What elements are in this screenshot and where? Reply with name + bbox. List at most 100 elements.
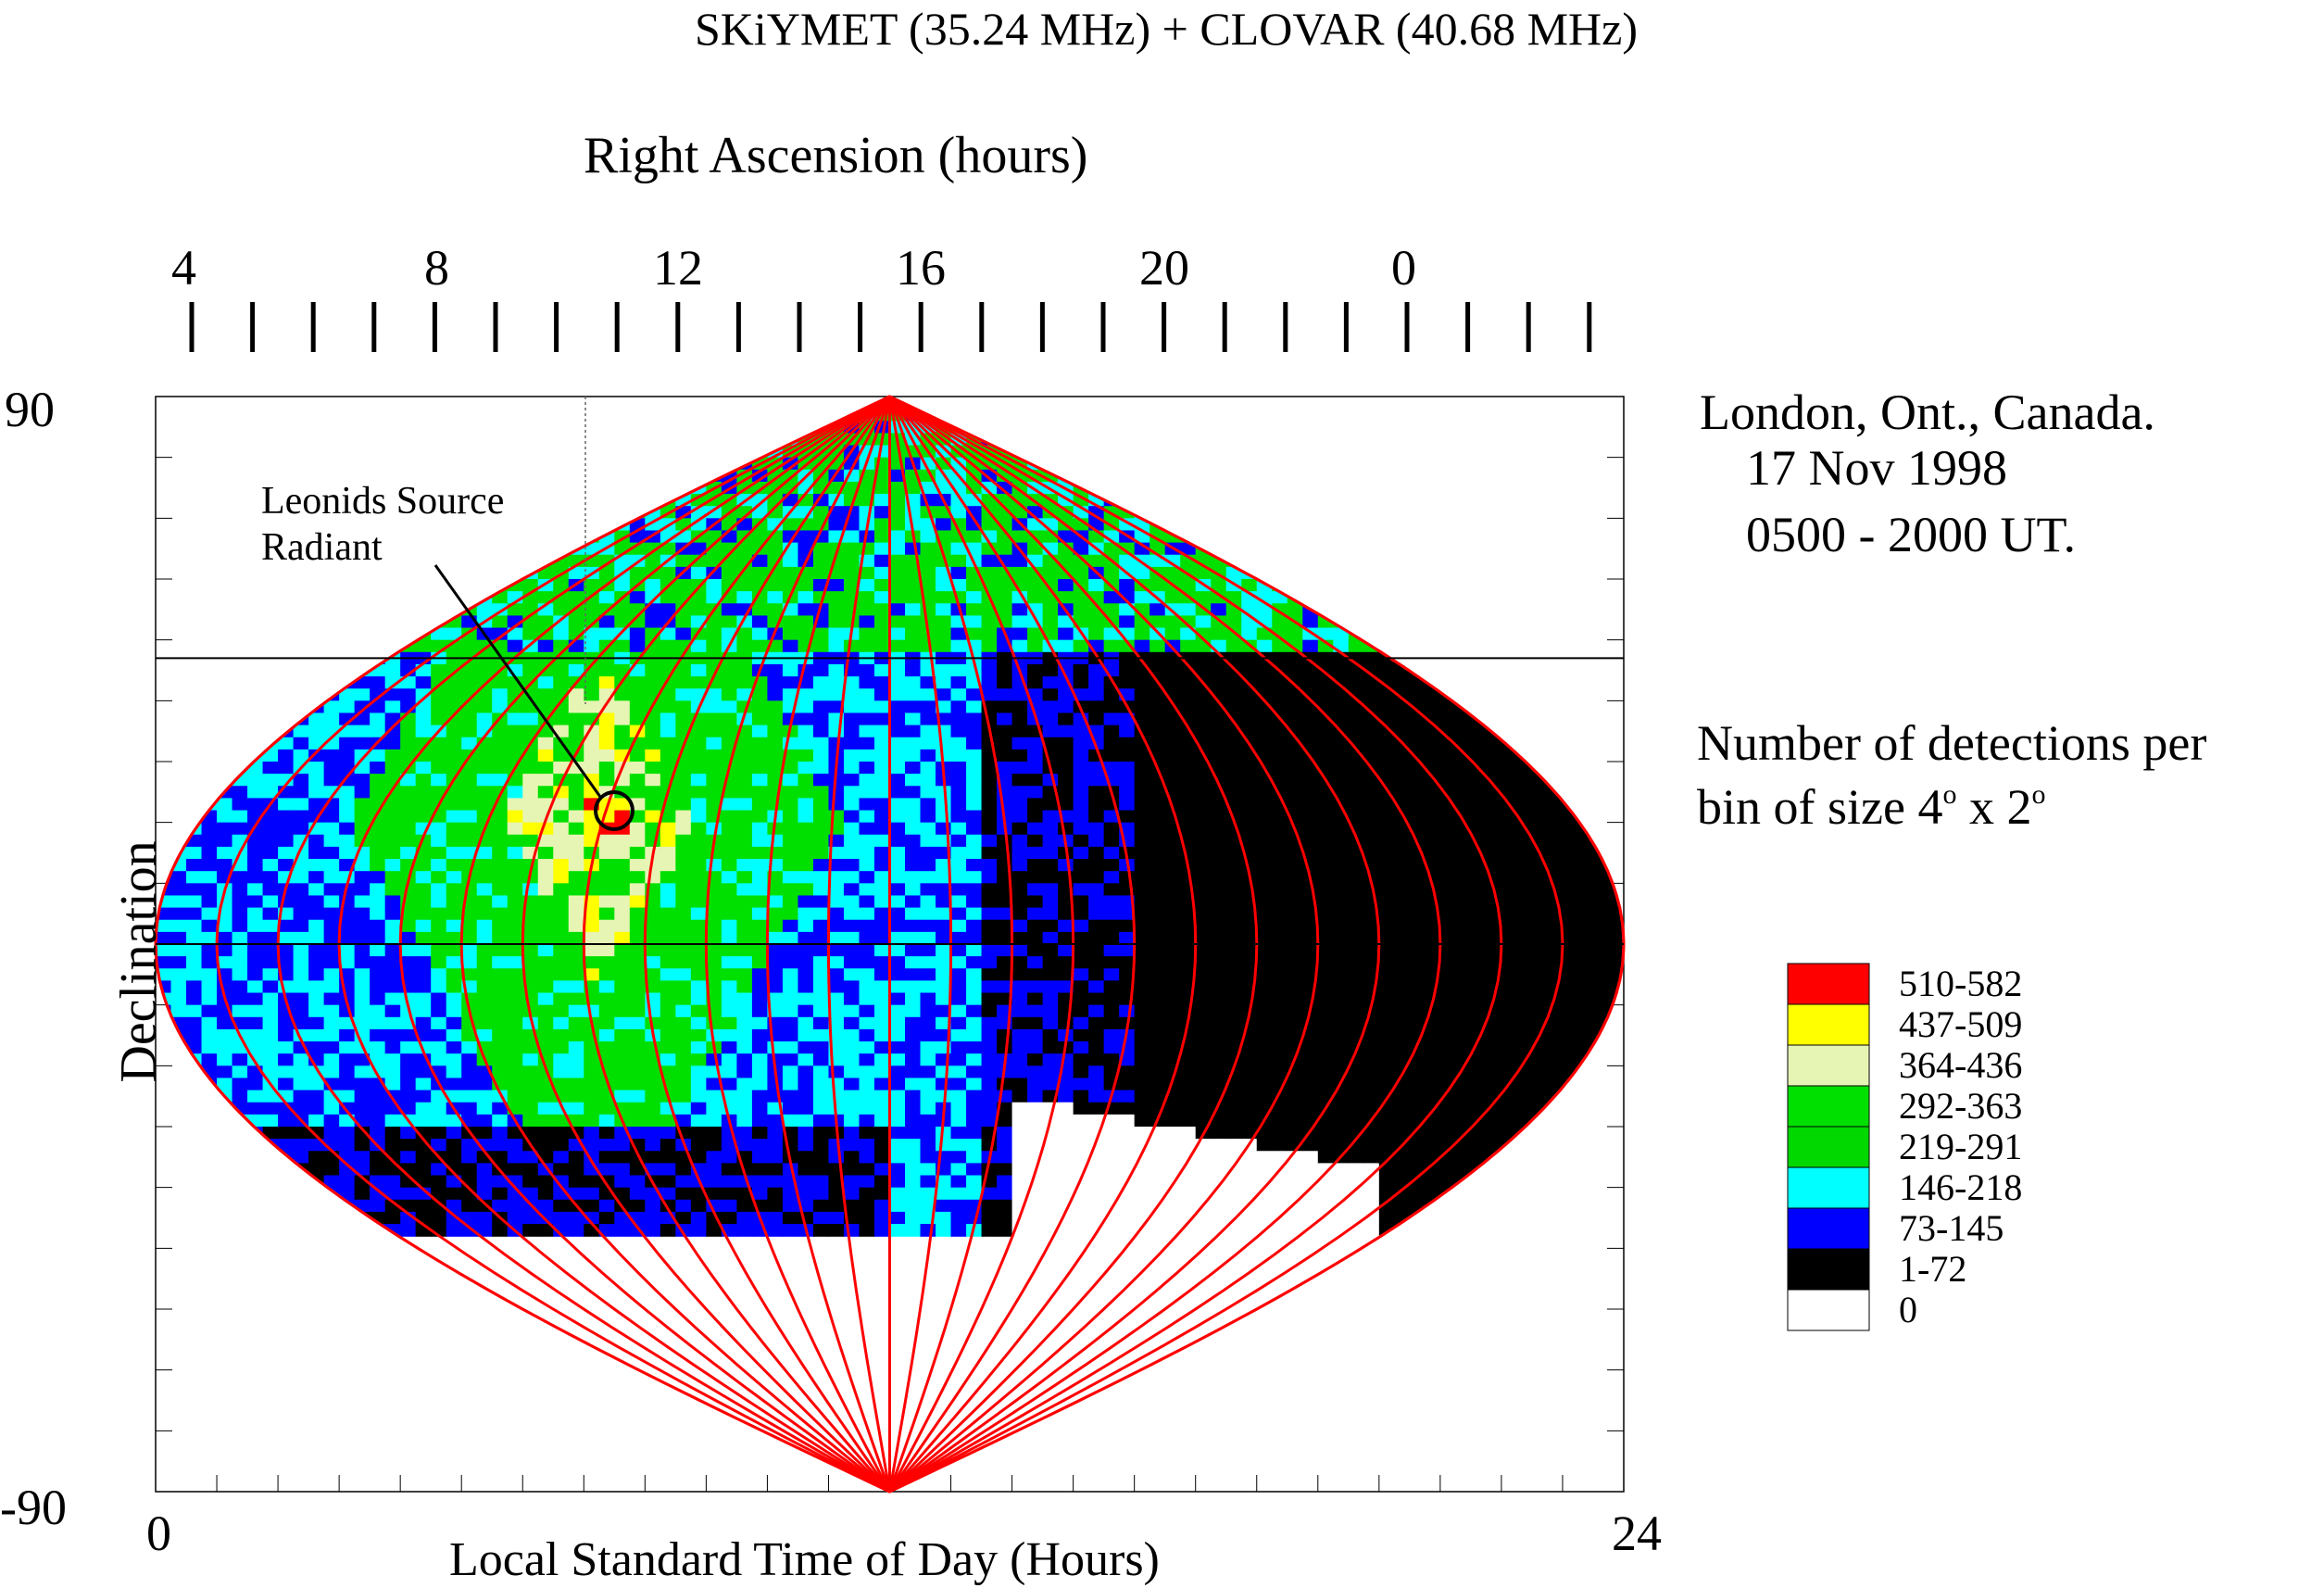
heatmap-cell (981, 1187, 998, 1201)
heatmap-cell (981, 883, 998, 897)
heatmap-cell (584, 956, 600, 969)
heatmap-cell (461, 409, 478, 422)
heatmap-cell (997, 603, 1013, 616)
heatmap-cell (1011, 530, 1028, 544)
heatmap-cell (1180, 676, 1197, 689)
heatmap-cell (660, 931, 676, 945)
heatmap-cell (507, 846, 523, 860)
heatmap-cell (798, 1004, 814, 1018)
heatmap-cell (936, 1211, 952, 1225)
heatmap-cell (645, 663, 661, 677)
heatmap-cell (690, 457, 707, 471)
heatmap-cell (690, 834, 707, 848)
heatmap-cell (767, 1004, 784, 1018)
heatmap-cell (859, 566, 875, 580)
heatmap-cell (1042, 615, 1059, 629)
heatmap-cell (629, 1175, 646, 1189)
heatmap-cell (1180, 627, 1197, 641)
heatmap-cell (1073, 1078, 1089, 1091)
heatmap-cell (568, 469, 584, 483)
heatmap-cell (981, 1224, 998, 1237)
heatmap-cell (690, 603, 707, 616)
heatmap-cell (476, 980, 493, 994)
heatmap-cell (1164, 1041, 1181, 1054)
heatmap-cell (323, 931, 340, 945)
heatmap-cell (308, 956, 325, 969)
heatmap-cell (1103, 591, 1120, 604)
heatmap-cell (522, 774, 539, 787)
heatmap-cell (905, 615, 922, 629)
heatmap-cell (1073, 1053, 1089, 1066)
heatmap-cell (170, 1127, 187, 1140)
heatmap-cell (1164, 518, 1181, 532)
heatmap-cell (1149, 725, 1166, 738)
heatmap-cell (1195, 992, 1212, 1006)
heatmap-cell (400, 883, 417, 897)
heatmap-cell (156, 397, 172, 410)
heatmap-cell (1195, 700, 1212, 714)
heatmap-cell (660, 1187, 676, 1201)
heatmap-cell (629, 822, 646, 836)
heatmap-cell (278, 579, 295, 592)
heatmap-cell (339, 1139, 356, 1152)
heatmap-cell (873, 907, 891, 921)
heatmap-cell (1119, 774, 1136, 787)
heatmap-cell (278, 749, 295, 762)
heatmap-cell (1211, 627, 1227, 641)
heatmap-cell (920, 1114, 936, 1128)
heatmap-cell (1195, 859, 1212, 872)
heatmap-cell (950, 712, 967, 726)
heatmap-cell (217, 445, 233, 459)
heatmap-cell (568, 712, 584, 726)
heatmap-cell (584, 822, 600, 836)
heatmap-cell (370, 397, 386, 410)
heatmap-cell (859, 615, 875, 629)
heatmap-cell (1195, 956, 1212, 969)
heatmap-cell (751, 749, 769, 762)
heatmap-cell (767, 1139, 784, 1152)
heatmap-cell (966, 1090, 983, 1103)
heatmap-cell (889, 481, 906, 495)
heatmap-cell (614, 1151, 631, 1164)
heatmap-cell (400, 603, 417, 616)
heatmap-cell (828, 968, 845, 981)
heatmap-cell (614, 859, 631, 872)
heatmap-cell (751, 944, 769, 957)
heatmap-cell (446, 1114, 462, 1128)
heatmap-cell (1027, 542, 1044, 556)
heatmap-cell (476, 725, 493, 738)
heatmap-cell (568, 409, 584, 422)
heatmap-cell (507, 1004, 523, 1018)
heatmap-cell (1119, 762, 1136, 775)
heatmap-cell (736, 1199, 753, 1213)
heatmap-cell (843, 1187, 861, 1201)
heatmap-cell (889, 931, 906, 945)
heatmap-cell (981, 554, 998, 568)
heatmap-cell (690, 554, 707, 568)
heatmap-cell (859, 1114, 875, 1128)
heatmap-cell (721, 1163, 737, 1177)
heatmap-cell (186, 1004, 203, 1018)
heatmap-cell (1195, 919, 1212, 933)
heatmap-cell (400, 445, 417, 459)
heatmap-cell (1134, 1004, 1150, 1018)
heatmap-cell (415, 615, 432, 629)
heatmap-cell (384, 1016, 401, 1030)
heatmap-cell (170, 506, 187, 519)
heatmap-cell (920, 762, 936, 775)
heatmap-cell (323, 1065, 340, 1079)
heatmap-cell (461, 676, 478, 689)
heatmap-cell (247, 1139, 264, 1152)
heatmap-cell (629, 1041, 646, 1054)
heatmap-cell (446, 749, 462, 762)
heatmap-cell (1211, 1065, 1227, 1079)
heatmap-cell (1103, 627, 1120, 641)
heatmap-cell (645, 1211, 661, 1225)
heatmap-cell (1058, 506, 1074, 519)
heatmap-cell (308, 1028, 325, 1042)
heatmap-cell (232, 494, 248, 507)
heatmap-cell (629, 919, 646, 933)
heatmap-cell (400, 663, 417, 677)
heatmap-cell (1119, 469, 1136, 483)
